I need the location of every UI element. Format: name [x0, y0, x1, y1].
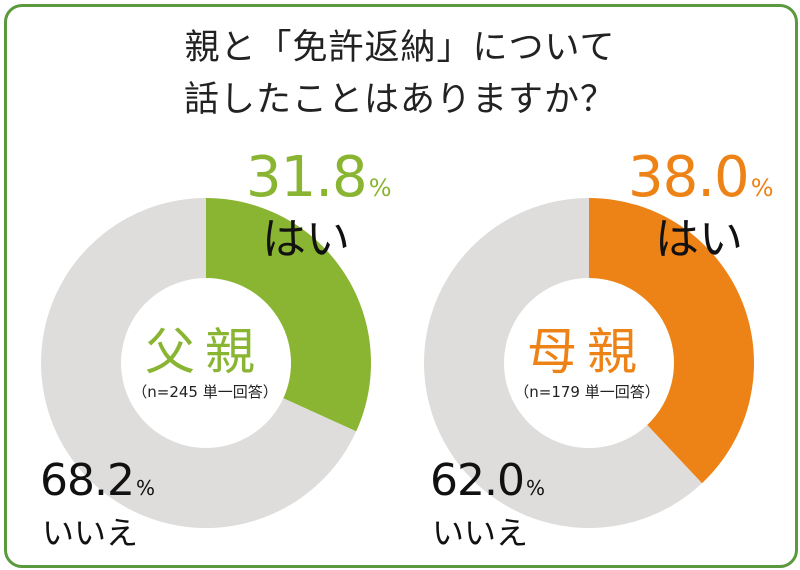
father-yes-value: 31.8 — [246, 145, 368, 210]
mother-yes-unit: % — [750, 174, 774, 202]
father-no-value: 68.2 — [40, 455, 135, 506]
mother-no-percent: 62.0% — [430, 455, 545, 506]
father-slice-no — [41, 198, 357, 528]
mother-sample-note: （n=179 単一回答） — [514, 383, 660, 401]
mother-yes-label: はい — [655, 214, 743, 265]
title-line-2: 話したことはありますか？ — [183, 80, 616, 120]
father-center-label: 父親 — [145, 323, 265, 381]
chart-title: 親と「免許返納」について 話したことはありますか？ — [0, 22, 800, 126]
mother-center-label: 母親 — [527, 323, 647, 381]
father-slice-yes — [206, 198, 371, 432]
father-yes-label: はい — [262, 214, 350, 265]
father-no-unit: % — [135, 476, 155, 500]
mother-slice-no — [423, 198, 702, 528]
mother-no-unit: % — [525, 476, 545, 500]
mother-no-value: 62.0 — [430, 455, 525, 506]
father-no-percent: 68.2% — [40, 455, 155, 506]
title-line-1: 親と「免許返納」について — [184, 28, 616, 68]
mother-no-label: いいえ — [432, 514, 529, 552]
father-yes-unit: % — [368, 174, 392, 202]
mother-yes-percent: 38.0% — [628, 145, 774, 210]
father-no-label: いいえ — [42, 514, 139, 552]
father-sample-note: （n=245 単一回答） — [132, 383, 278, 401]
mother-slice-yes — [589, 198, 754, 484]
mother-yes-value: 38.0 — [628, 145, 750, 210]
father-yes-percent: 31.8% — [246, 145, 392, 210]
